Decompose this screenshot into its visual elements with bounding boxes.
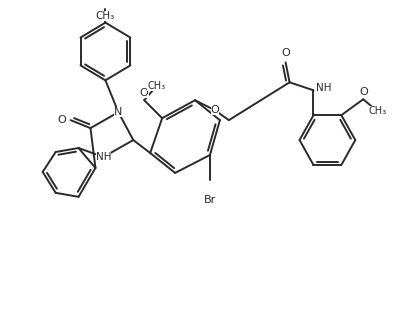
Text: O: O bbox=[210, 105, 219, 115]
Text: O: O bbox=[281, 49, 290, 58]
Text: NH: NH bbox=[96, 152, 111, 162]
Text: O: O bbox=[58, 115, 67, 125]
Text: O: O bbox=[359, 87, 368, 97]
Text: O: O bbox=[140, 88, 148, 98]
Text: Br: Br bbox=[204, 195, 216, 205]
Text: CH₃: CH₃ bbox=[368, 106, 386, 116]
Text: CH₃: CH₃ bbox=[147, 81, 165, 91]
Text: N: N bbox=[114, 107, 123, 117]
Text: CH₃: CH₃ bbox=[96, 11, 115, 21]
Text: NH: NH bbox=[316, 83, 332, 93]
